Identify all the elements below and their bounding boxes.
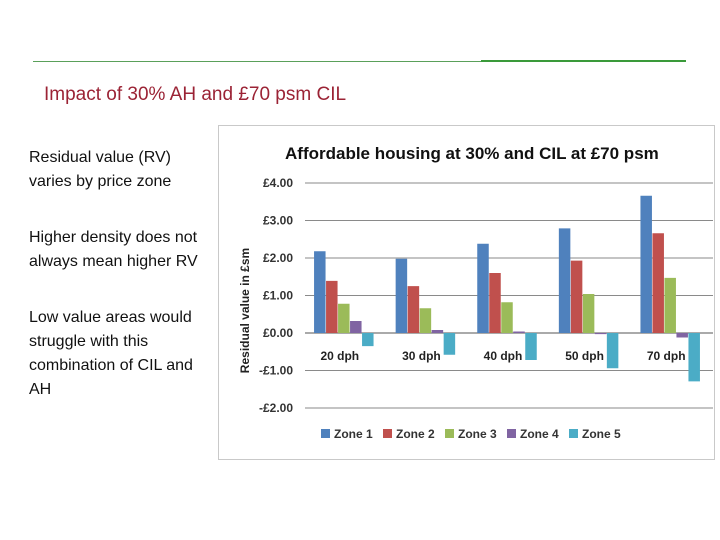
- bar: [407, 286, 420, 333]
- y-tick-label: -£1.00: [259, 364, 293, 378]
- bar: [688, 333, 700, 382]
- bar: [362, 333, 374, 347]
- bar: [525, 333, 537, 360]
- bar-chart: Affordable housing at 30% and CIL at £70…: [238, 144, 713, 441]
- bar: [513, 331, 525, 333]
- y-tick-label: -£2.00: [259, 401, 293, 415]
- bullet-item: Low value areas would struggle with this…: [29, 309, 193, 398]
- slide-title: Impact of 30% AH and £70 psm CIL: [44, 84, 347, 105]
- bar: [431, 330, 444, 333]
- bar: [582, 294, 595, 333]
- y-tick-label: £4.00: [263, 176, 293, 190]
- bar: [570, 260, 583, 333]
- bar: [395, 258, 408, 333]
- x-category-label: 20 dph: [320, 349, 359, 363]
- legend-swatch: [445, 429, 454, 438]
- x-category-label: 70 dph: [647, 349, 686, 363]
- bar: [489, 273, 501, 333]
- x-category-label: 30 dph: [402, 349, 441, 363]
- bar: [501, 302, 513, 333]
- bar: [350, 321, 362, 333]
- bar: [676, 333, 688, 338]
- legend-label: Zone 5: [582, 427, 621, 441]
- y-axis-label: Residual value in £sm: [238, 248, 252, 373]
- bullet-list: Residual value (RV) varies by price zone…: [29, 146, 199, 434]
- bar: [606, 333, 619, 369]
- y-tick-label: £2.00: [263, 251, 293, 265]
- legend-swatch: [507, 429, 516, 438]
- bar: [314, 251, 326, 333]
- legend-swatch: [321, 429, 330, 438]
- bar: [419, 308, 432, 333]
- bar: [558, 228, 571, 333]
- header-rule-accent: [481, 60, 686, 62]
- y-tick-label: £1.00: [263, 289, 293, 303]
- x-category-label: 50 dph: [565, 349, 604, 363]
- bullet-item: Residual value (RV) varies by price zone: [29, 149, 172, 190]
- chart-frame: Affordable housing at 30% and CIL at £70…: [218, 125, 715, 460]
- y-tick-label: £0.00: [263, 326, 293, 340]
- bar: [640, 195, 652, 333]
- bar: [652, 233, 664, 333]
- bar: [594, 333, 607, 335]
- legend-swatch: [569, 429, 578, 438]
- chart-title: Affordable housing at 30% and CIL at £70…: [285, 144, 659, 163]
- x-category-label: 40 dph: [484, 349, 523, 363]
- bullet-item: Higher density does not always mean high…: [29, 229, 198, 270]
- legend-swatch: [383, 429, 392, 438]
- header-rule-thin: [33, 61, 483, 62]
- bar: [443, 333, 456, 355]
- bar: [338, 303, 350, 333]
- bar: [664, 277, 676, 333]
- legend-label: Zone 4: [520, 427, 559, 441]
- legend-label: Zone 2: [396, 427, 435, 441]
- bar: [326, 280, 338, 333]
- legend-label: Zone 1: [334, 427, 373, 441]
- legend-label: Zone 3: [458, 427, 497, 441]
- y-tick-label: £3.00: [263, 214, 293, 228]
- bar: [477, 243, 489, 333]
